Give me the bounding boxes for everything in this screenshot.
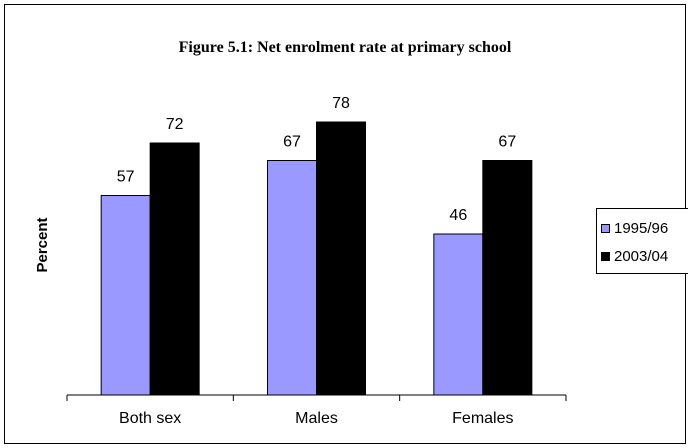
chart-legend: 1995/96 2003/04	[596, 208, 688, 274]
data-label: 78	[332, 95, 350, 112]
data-label: 72	[166, 116, 184, 133]
legend-label-1: 1995/96	[614, 219, 669, 237]
bar	[433, 233, 484, 396]
data-label: 57	[117, 169, 135, 186]
bar	[149, 142, 200, 396]
bar	[316, 121, 366, 396]
chart-title: Figure 5.1: Net enrolment rate at primar…	[178, 39, 512, 56]
data-label: 67	[283, 134, 301, 151]
x-tick-label: Males	[295, 410, 338, 427]
bar	[100, 195, 151, 396]
data-label: 46	[449, 207, 467, 224]
legend-label-2: 2003/04	[614, 247, 669, 265]
legend-swatch-2	[601, 251, 610, 261]
x-tick-label: Both sex	[119, 410, 181, 427]
bar	[267, 160, 317, 396]
legend-swatch-1	[601, 223, 610, 233]
legend-item-2: 2003/04	[601, 247, 668, 265]
y-axis-label: Percent	[34, 217, 51, 272]
data-label: 67	[498, 134, 516, 151]
x-tick-label: Females	[452, 410, 513, 427]
bar	[482, 160, 533, 396]
legend-item-1: 1995/96	[601, 219, 668, 237]
